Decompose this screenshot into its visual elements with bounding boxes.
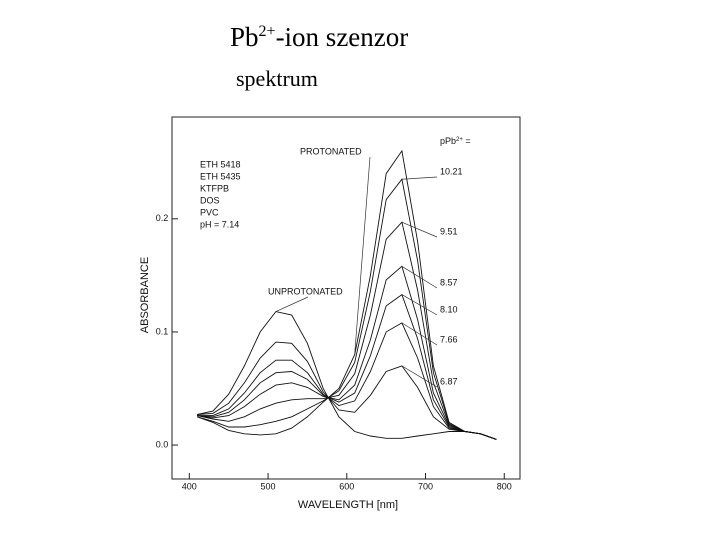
spectrum-line <box>197 221 497 440</box>
spectrum-line <box>197 293 497 440</box>
spectrum-line <box>197 178 497 440</box>
spectrum-line <box>197 149 497 440</box>
series-label: 6.87 <box>440 376 458 386</box>
title-part: Pb <box>230 22 259 52</box>
leader-line <box>401 176 438 180</box>
x-tick-label: 700 <box>418 481 433 491</box>
series-label: 8.57 <box>440 277 458 287</box>
y-tick-label: 0.1 <box>156 326 169 336</box>
ppb-label-part: pPb <box>440 136 456 146</box>
series-label: 8.10 <box>440 304 458 314</box>
leader-line <box>401 322 438 346</box>
y-axis-label: ABSORBANCE <box>139 257 151 333</box>
x-tick-label: 400 <box>182 481 197 491</box>
slide-subtitle: spektrum <box>236 66 318 91</box>
ppb-label-part: = <box>463 136 471 146</box>
spectrum-line <box>197 322 497 440</box>
leader-line <box>354 156 371 355</box>
condition-label: ETH 5418 <box>200 159 241 169</box>
spectrum-line <box>197 311 497 440</box>
condition-label: DOS <box>200 195 220 205</box>
spectrum-line <box>197 265 497 440</box>
series-label: 9.51 <box>440 226 458 236</box>
series-label: 7.66 <box>440 334 458 344</box>
leader-line <box>401 294 438 316</box>
series-label: PROTONATED <box>300 146 362 156</box>
x-tick-label: 800 <box>497 481 512 491</box>
x-axis-label: WAVELENGTH [nm] <box>298 499 398 511</box>
condition-label: PVC <box>200 207 219 217</box>
plot-frame <box>171 116 521 480</box>
legend-block: ETH 5418 ETH 5435 KTFPB DOS PVC pH = 7.14 <box>200 159 241 229</box>
ppb-label-superscript: 2+ <box>456 137 463 143</box>
condition-label: pH = 7.14 <box>200 219 239 229</box>
condition-label: KTFPB <box>200 183 229 193</box>
x-tick-label: 600 <box>339 481 354 491</box>
leader-line <box>401 221 438 238</box>
leader-line <box>275 296 309 312</box>
y-tick-label: 0.0 <box>156 439 169 449</box>
x-tick-label: 500 <box>261 481 276 491</box>
title-part: -ion szenzor <box>275 22 409 52</box>
title-superscript: 2+ <box>258 23 276 40</box>
y-tick-label: 0.2 <box>156 213 169 223</box>
slide-title: Pb2+-ion szenzor <box>230 22 408 53</box>
series-label: 10.21 <box>440 166 463 176</box>
series-label: UNPROTONATED <box>268 286 343 296</box>
spectrum-line <box>197 341 497 440</box>
ppb-label: pPb2+ = <box>440 136 471 146</box>
leader-line <box>401 365 438 388</box>
condition-label: ETH 5435 <box>200 171 241 181</box>
leader-line <box>401 266 438 289</box>
